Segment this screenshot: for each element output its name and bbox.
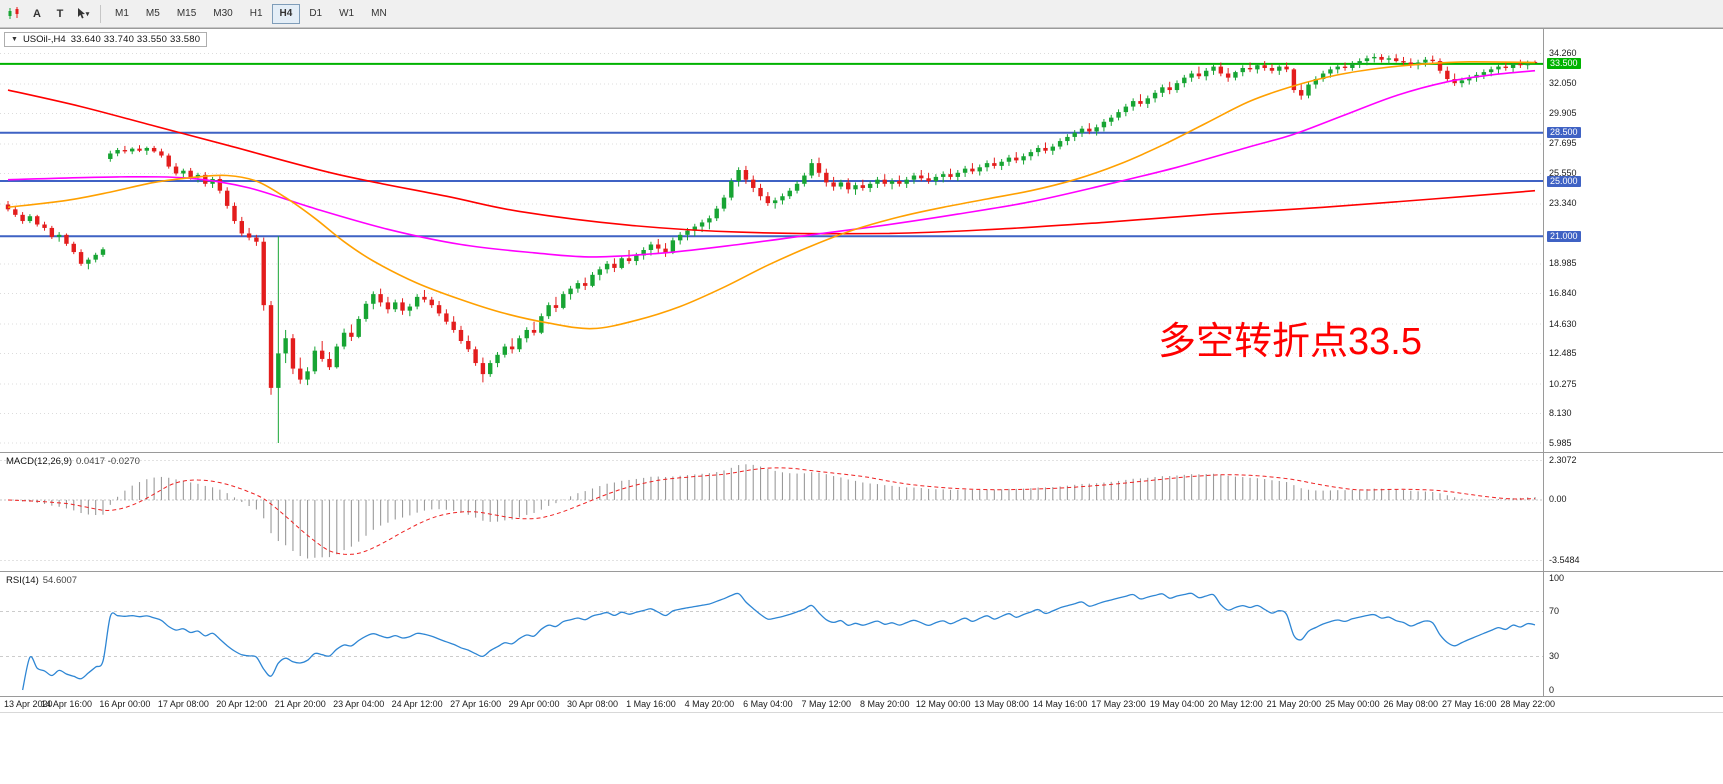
time-axis-label: 12 May 00:00 [915,699,971,709]
symbol-dropdown-icon: ▼ [11,36,18,43]
timeframe-button-w1[interactable]: W1 [331,4,362,24]
type-tool-button[interactable]: T [49,3,71,25]
time-axis-label: 21 May 20:00 [1266,699,1322,709]
cursor-icon [77,8,85,19]
time-axis-label: 26 May 08:00 [1383,699,1439,709]
time-axis-label: 27 May 16:00 [1441,699,1497,709]
timeframe-button-h4[interactable]: H4 [271,3,301,24]
rsi-axis-label: 0 [1549,684,1555,695]
time-axis-label: 24 Apr 12:00 [391,699,443,709]
price-axis-label: 5.985 [1549,437,1572,448]
timeframe-button-m30[interactable]: M30 [205,4,240,24]
time-axis-label: 8 May 20:00 [859,699,910,709]
price-axis[interactable]: 34.260 33.500 32.050 29.905 28.500 27.695 25.5… [1547,0,1723,784]
rsi-value: 54.6007 [42,575,78,586]
timeframe-button-d1[interactable]: D1 [301,4,330,24]
ohlc-values: 33.640 33.740 33.550 33.580 [70,34,201,45]
time-axis-label: 16 Apr 00:00 [99,699,151,709]
time-axis-label: 13 Apr 2020 [4,699,53,709]
macd-axis-label: 2.3072 [1549,455,1577,466]
annotation-text: 多空转折点33.5 [1158,321,1422,363]
timeframe-buttons: M1 M5 M15 M30 H1 H4 D1 W1 MN [107,3,395,24]
macd-axis-label: -3.5484 [1549,554,1580,565]
timeframe-button-mn[interactable]: MN [363,4,395,24]
toolbar-separator [100,4,101,23]
time-axis-label: 6 May 04:00 [743,699,793,709]
rsi-axis-label: 30 [1549,650,1560,661]
price-axis-label: 8.130 [1549,408,1572,419]
time-axis-label: 17 May 23:00 [1091,699,1146,709]
time-axis-label: 25 May 00:00 [1325,699,1380,709]
charts-bar-button[interactable] [3,3,25,25]
price-axis-label: 29.905 [1549,107,1577,118]
price-tag-21.000: 21.000 [1547,230,1581,242]
price-axis-label: 10.275 [1549,378,1577,389]
time-axis-label: 14 May 16:00 [1032,699,1088,709]
time-axis-label: 20 Apr 12:00 [216,699,268,709]
macd-indicator-label: MACD(12,26,9) 0.0417 -0.0270 [6,456,140,467]
time-axis-label: 17 Apr 08:00 [157,699,209,709]
symbol-info-box[interactable]: ▼ USOil-,H4 33.640 33.740 33.550 33.580 [4,32,208,47]
time-axis-label: 29 Apr 00:00 [508,699,560,709]
price-tag-25.000: 25.000 [1547,175,1581,187]
macd-values: 0.0417 -0.0270 [76,456,140,467]
price-tag-28.500: 28.500 [1547,127,1581,139]
rsi-indicator-label: RSI(14) 54.6007 [6,575,77,586]
price-axis-label: 12.485 [1549,348,1577,359]
timeframe-button-m5[interactable]: M5 [138,4,168,24]
symbol-label: USOil-,H4 [22,34,66,45]
time-axis[interactable]: 13 Apr 2020 14 Apr 16:00 16 Apr 00:00 17 Ap… [0,699,1723,713]
price-axis-label: 27.695 [1549,138,1577,149]
time-axis-label: 14 Apr 16:00 [40,699,92,709]
time-axis-label: 21 Apr 20:00 [274,699,326,709]
rsi-name: RSI(14) [6,575,39,586]
time-axis-label: 27 Apr 16:00 [450,699,502,709]
rsi-axis-label: 70 [1549,606,1560,617]
time-axis-label: 30 Apr 08:00 [566,699,619,709]
text-tool-button[interactable]: A [26,3,48,25]
rsi-axis-label: 100 [1549,572,1565,583]
timeframe-button-h1[interactable]: H1 [242,4,271,24]
price-axis-label: 34.260 [1549,47,1577,58]
price-axis-label: 25.550 [1549,167,1577,178]
price-tag-33.500: 33.500 [1547,58,1581,70]
time-axis-label: 1 May 16:00 [626,699,676,709]
timeframe-button-m1[interactable]: M1 [107,4,137,24]
chevron-down-icon: ▾ [85,10,90,18]
macd-name: MACD(12,26,9) [6,456,72,467]
cursor-dropdown-button[interactable]: ▾ [72,3,94,25]
time-axis-label: 23 Apr 04:00 [333,699,385,709]
price-axis-label: 23.340 [1549,198,1577,209]
time-axis-label: 7 May 12:00 [801,699,852,709]
timeframe-button-m15[interactable]: M15 [169,4,204,24]
price-axis-label: 18.985 [1549,258,1577,269]
candlestick-chart-icon [8,7,19,19]
time-axis-label: 19 May 04:00 [1149,699,1205,709]
macd-axis-label: 0.00 [1549,494,1567,505]
time-axis-label: 28 May 22:00 [1500,699,1555,709]
time-axis-label: 13 May 08:00 [974,699,1029,709]
price-axis-label: 16.840 [1549,288,1577,299]
time-axis-label: 4 May 20:00 [684,699,735,709]
price-axis-label: 14.630 [1549,318,1577,329]
main-toolbar: A T ▾ M1 M5 M15 M30 H1 H4 D1 W1 MN [0,0,1723,28]
time-axis-label: 20 May 12:00 [1208,699,1263,709]
price-axis-label: 32.050 [1549,78,1577,89]
